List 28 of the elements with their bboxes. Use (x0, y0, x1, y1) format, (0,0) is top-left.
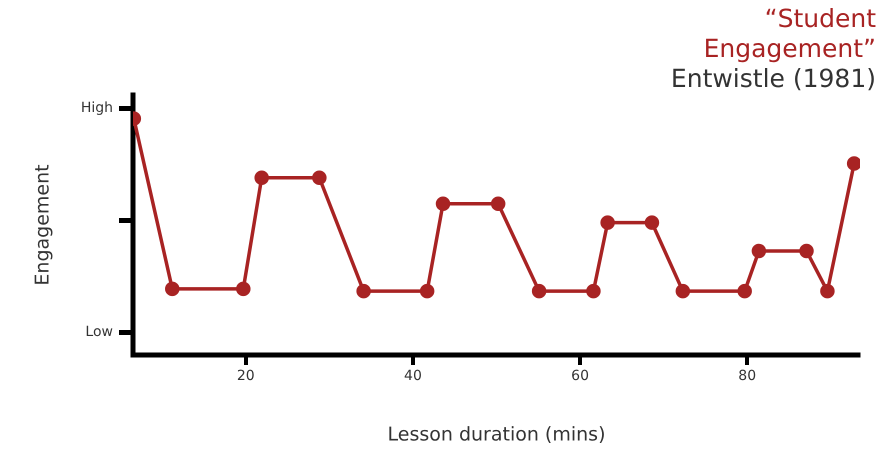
chart-subtitle: Entwistle (1981) (670, 64, 876, 94)
point (737, 284, 752, 298)
x-tick-label: 20 (236, 368, 255, 384)
point (165, 282, 180, 296)
point (532, 284, 546, 298)
x-axis-title: Lesson duration (mins) (388, 424, 606, 446)
point (236, 282, 251, 296)
point (356, 284, 371, 298)
point (254, 170, 269, 185)
point (846, 156, 860, 171)
point (600, 215, 615, 230)
point (676, 284, 690, 298)
text: High (80, 100, 113, 116)
point (312, 170, 327, 185)
x-tick-label: 60 (571, 368, 589, 384)
y-axis-title: Engagement (31, 164, 54, 286)
x-tick-label: 40 (404, 368, 422, 384)
x-tick-label: 80 (738, 368, 756, 384)
point (799, 244, 814, 258)
point (820, 284, 835, 298)
text: Low (84, 324, 113, 340)
point (586, 284, 601, 298)
point (420, 284, 434, 298)
chart-title: “Student Engagement” (702, 4, 876, 64)
point (490, 196, 506, 211)
point (436, 196, 450, 211)
point (644, 215, 660, 230)
point (752, 244, 766, 258)
